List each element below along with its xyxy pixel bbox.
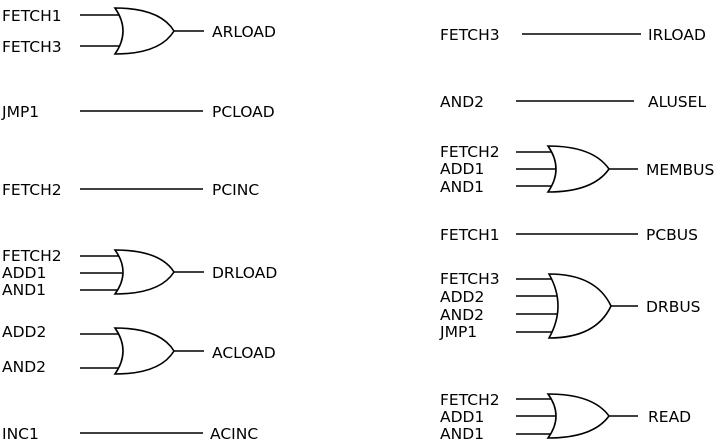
drbus-input-label-1: FETCH3 xyxy=(440,270,500,288)
arload-or-gate xyxy=(113,7,175,55)
pcload-output-label: PCLOAD xyxy=(212,103,275,121)
drbus-output-label: DRBUS xyxy=(646,298,701,316)
membus-input-label-3: AND1 xyxy=(440,178,484,196)
alusel-block: AND2 ALUSEL xyxy=(440,93,706,111)
read-block: FETCH2 ADD1 AND1 READ xyxy=(440,391,691,443)
acinc-block: INC1 ACINC xyxy=(2,425,258,443)
read-output-label: READ xyxy=(648,408,691,426)
acload-input-label-2: AND2 xyxy=(2,358,46,376)
pcinc-input-label: FETCH2 xyxy=(2,181,62,199)
read-input-label-1: FETCH2 xyxy=(440,391,500,409)
acload-block: ADD2 AND2 ACLOAD xyxy=(2,323,276,376)
membus-input-label-2: ADD1 xyxy=(440,160,484,178)
arload-input-label-1: FETCH1 xyxy=(2,7,62,25)
pcbus-input-label: FETCH1 xyxy=(440,226,500,244)
acinc-input-label: INC1 xyxy=(2,425,39,443)
pcbus-block: FETCH1 PCBUS xyxy=(440,226,698,244)
acinc-output-label: ACINC xyxy=(210,425,258,443)
acload-output-label: ACLOAD xyxy=(212,344,276,362)
read-input-label-2: ADD1 xyxy=(440,408,484,426)
arload-input-label-2: FETCH3 xyxy=(2,38,62,56)
membus-output-label: MEMBUS xyxy=(646,161,714,179)
pcbus-output-label: PCBUS xyxy=(646,226,698,244)
acload-input-label-1: ADD2 xyxy=(2,323,46,341)
irload-input-label: FETCH3 xyxy=(440,26,500,44)
drload-input-label-2: ADD1 xyxy=(2,264,46,282)
irload-block: FETCH3 IRLOAD xyxy=(440,26,706,44)
drbus-or-gate xyxy=(547,273,612,339)
membus-block: FETCH2 ADD1 AND1 MEMBUS xyxy=(440,143,714,196)
pcload-input-label: JMP1 xyxy=(1,103,39,121)
read-or-gate xyxy=(546,393,610,439)
drload-input-label-1: FETCH2 xyxy=(2,247,62,265)
drload-input-label-3: AND1 xyxy=(2,281,46,299)
drload-output-label: DRLOAD xyxy=(212,264,277,282)
drbus-block: FETCH3 ADD2 AND2 JMP1 DRBUS xyxy=(439,270,701,341)
arload-output-label: ARLOAD xyxy=(212,23,276,41)
drbus-input-label-2: ADD2 xyxy=(440,288,484,306)
drbus-input-label-3: AND2 xyxy=(440,306,484,324)
membus-input-label-1: FETCH2 xyxy=(440,143,500,161)
pcinc-block: FETCH2 PCINC xyxy=(2,181,259,199)
pcinc-output-label: PCINC xyxy=(212,181,259,199)
read-input-label-3: AND1 xyxy=(440,425,484,443)
pcload-block: JMP1 PCLOAD xyxy=(1,103,275,121)
irload-output-label: IRLOAD xyxy=(648,26,706,44)
acload-or-gate xyxy=(113,327,175,375)
alusel-output-label: ALUSEL xyxy=(648,93,706,111)
arload-block: FETCH1 FETCH3 ARLOAD xyxy=(2,7,276,56)
drload-or-gate xyxy=(113,249,175,295)
membus-or-gate xyxy=(546,145,610,193)
drbus-input-label-4: JMP1 xyxy=(439,323,477,341)
drload-block: FETCH2 ADD1 AND1 DRLOAD xyxy=(2,247,277,299)
alusel-input-label: AND2 xyxy=(440,93,484,111)
